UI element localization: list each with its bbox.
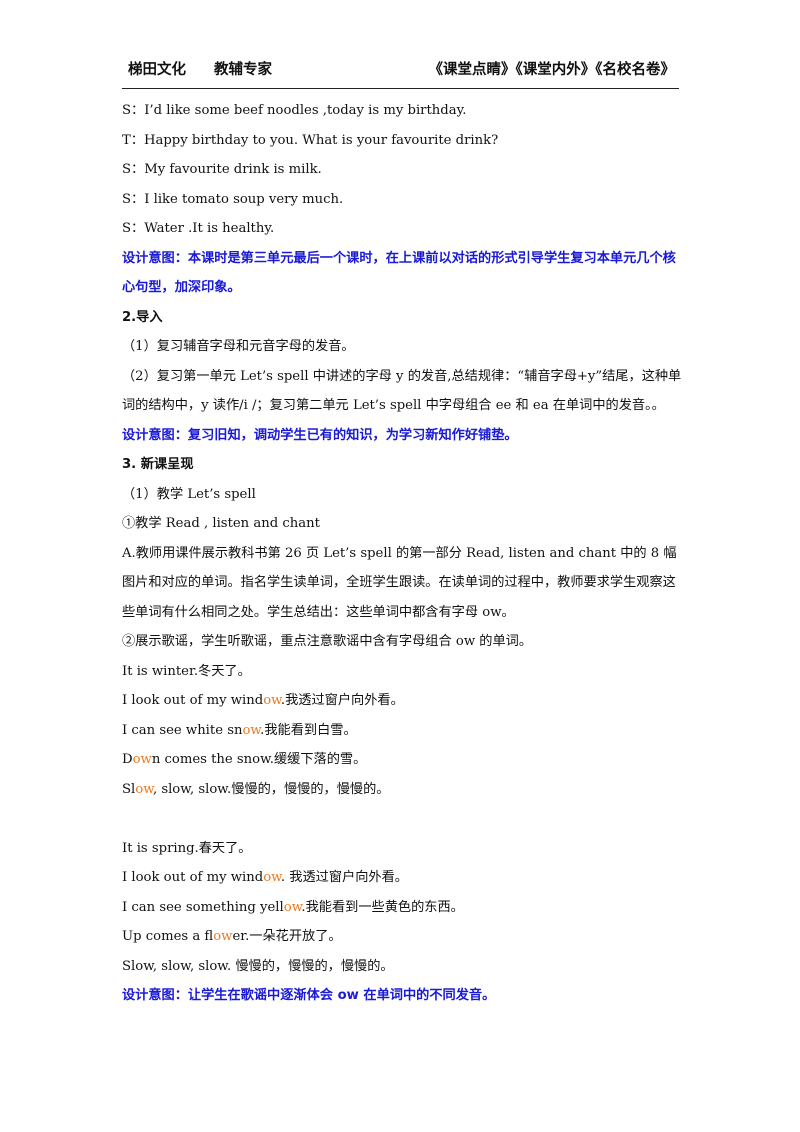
document-body: S：I’d like some beef noodles ,today is m… xyxy=(122,96,682,1011)
section-3-title: 3. 新课呈现 xyxy=(122,457,194,472)
chant-line: It is winter.冬天了。 xyxy=(122,663,251,679)
ow-highlight: ow xyxy=(263,693,281,708)
section-3-paragraph: A.教师用课件展示教科书第 26 页 Let’s spell 的第一部分 Rea… xyxy=(122,545,677,620)
chant-line: Up comes a flower.一朵花开放了。 xyxy=(122,929,342,944)
chant-line: Slow, slow, slow. 慢慢的，慢慢的，慢慢的。 xyxy=(122,958,394,974)
design-intent-3: 设计意图：让学生在歌谣中逐渐体会 ow 在单词中的不同发音。 xyxy=(122,988,496,1003)
ow-highlight: ow xyxy=(283,899,302,915)
chant-line: I can see something yellow.我能看到一些黄色的东西。 xyxy=(122,899,464,915)
dialogue-line: S：Water .It is healthy. xyxy=(122,221,275,236)
section-2-item-1: （1）复习辅音字母和元音字母的发音。 xyxy=(122,339,355,354)
ow-highlight: ow xyxy=(132,752,152,767)
header-series: 《课堂点睛》《课堂内外》《名校名卷》 xyxy=(428,62,676,78)
ow-highlight: ow xyxy=(135,781,153,797)
chant-line: I can see white snow.我能看到白雪。 xyxy=(122,722,357,738)
chant-line: I look out of my window. 我透过窗户向外看。 xyxy=(122,870,408,885)
section-3-sub-1: ①教学 Read , listen and chant xyxy=(122,516,320,531)
ow-highlight: ow xyxy=(242,722,261,738)
chant-line: Down comes the snow.缓缓下落的雪。 xyxy=(122,752,367,767)
ow-highlight: ow xyxy=(213,929,233,944)
dialogue-line: S：My favourite drink is milk. xyxy=(122,162,322,177)
chant-line: I look out of my window.我透过窗户向外看。 xyxy=(122,693,404,708)
dialogue-line: T：Happy birthday to you. What is your fa… xyxy=(122,132,499,148)
chant-line: Slow, slow, slow.慢慢的，慢慢的，慢慢的。 xyxy=(122,781,390,797)
section-3-item-1: （1）教学 Let’s spell xyxy=(122,486,256,502)
design-intent-1: 设计意图：本课时是第三单元最后一个课时，在上课前以对话的形式引导学生复习本单元几… xyxy=(122,250,676,296)
section-2-item-2: （2）复习第一单元 Let’s spell 中讲述的字母 y 的发音,总结规律：… xyxy=(122,368,682,414)
header-brand: 梯田文化 xyxy=(128,62,186,78)
chant-line: It is spring.春天了。 xyxy=(122,840,252,856)
section-3-sub-2: ②展示歌谣，学生听歌谣，重点注意歌谣中含有字母组合 ow 的单词。 xyxy=(122,634,533,649)
spacer xyxy=(122,804,682,834)
page-header: 梯田文化 教辅专家 《课堂点睛》《课堂内外》《名校名卷》 xyxy=(122,56,679,89)
dialogue-line: S：I like tomato soup very much. xyxy=(122,191,344,207)
ow-highlight: ow xyxy=(263,870,281,885)
dialogue-line: S：I’d like some beef noodles ,today is m… xyxy=(122,103,467,118)
design-intent-2: 设计意图：复习旧知，调动学生已有的知识，为学习新知作好铺垫。 xyxy=(122,427,518,443)
section-2-title: 2.导入 xyxy=(122,309,163,325)
header-tagline: 教辅专家 xyxy=(214,62,272,78)
